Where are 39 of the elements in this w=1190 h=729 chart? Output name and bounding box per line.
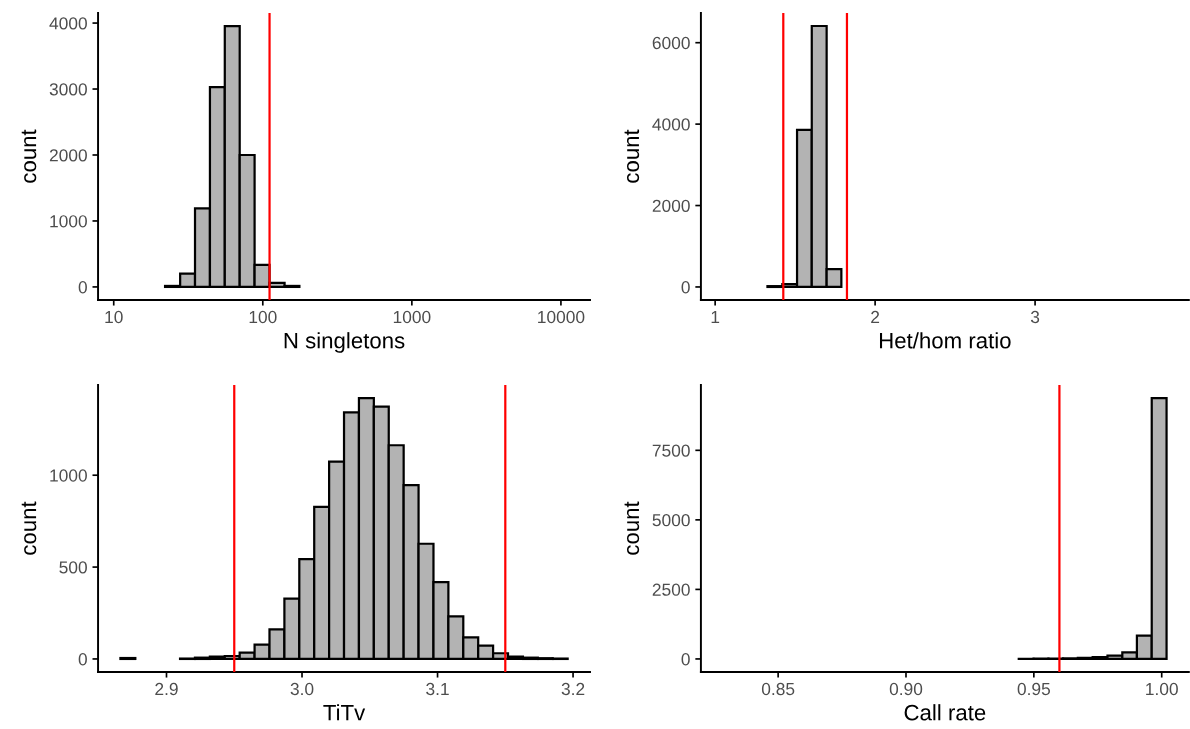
y-tick-label: 1000 [50, 469, 87, 482]
x-tick-label: 0.95 [1017, 682, 1051, 696]
y-tick-label: 5000 [652, 514, 690, 527]
y-tick-label: 4000 [49, 17, 87, 30]
y-axis-title: count [21, 129, 37, 183]
x-tick-label: 3 [1030, 310, 1040, 324]
x-axis-title: Het/hom ratio [879, 332, 1011, 349]
y-tick-label: 2000 [49, 149, 87, 162]
x-tick-label: 10 [105, 310, 123, 324]
x-tick-label: 3.2 [561, 682, 585, 696]
x-axis-title: Call rate [904, 704, 986, 721]
x-tick-label: 1.00 [1146, 682, 1178, 696]
y-tick-label: 0 [681, 653, 690, 666]
y-tick-label: 6000 [652, 36, 690, 50]
y-tick-label: 7500 [652, 444, 690, 457]
x-tick-label: 10000 [538, 310, 585, 324]
y-tick-label: 4000 [652, 118, 690, 131]
y-axis-title: count [21, 501, 37, 555]
x-tick-label: 1000 [393, 310, 431, 324]
x-tick-label: 0.90 [889, 682, 923, 696]
x-axis-title: N singletons [284, 332, 405, 353]
y-axis-title: count [624, 501, 640, 555]
y-tick-label: 500 [59, 561, 87, 574]
x-tick-label: 1 [711, 311, 720, 323]
x-axis-title: TiTv [323, 704, 366, 721]
y-tick-label: 2000 [652, 199, 690, 212]
y-tick-label: 2500 [652, 583, 690, 596]
x-tick-label: 3.0 [290, 682, 314, 696]
y-tick-label: 0 [78, 653, 87, 666]
y-tick-label: 0 [78, 281, 87, 294]
y-tick-label: 3000 [49, 83, 87, 96]
x-tick-label: 0.85 [761, 682, 795, 696]
x-tick-label: 2.9 [155, 682, 178, 696]
y-tick-label: 1000 [50, 215, 87, 228]
y-tick-label: 0 [681, 281, 690, 294]
x-tick-label: 2 [871, 310, 880, 323]
x-tick-label: 100 [249, 310, 277, 324]
y-axis-title: count [624, 129, 640, 183]
x-tick-label: 3.1 [426, 682, 449, 696]
